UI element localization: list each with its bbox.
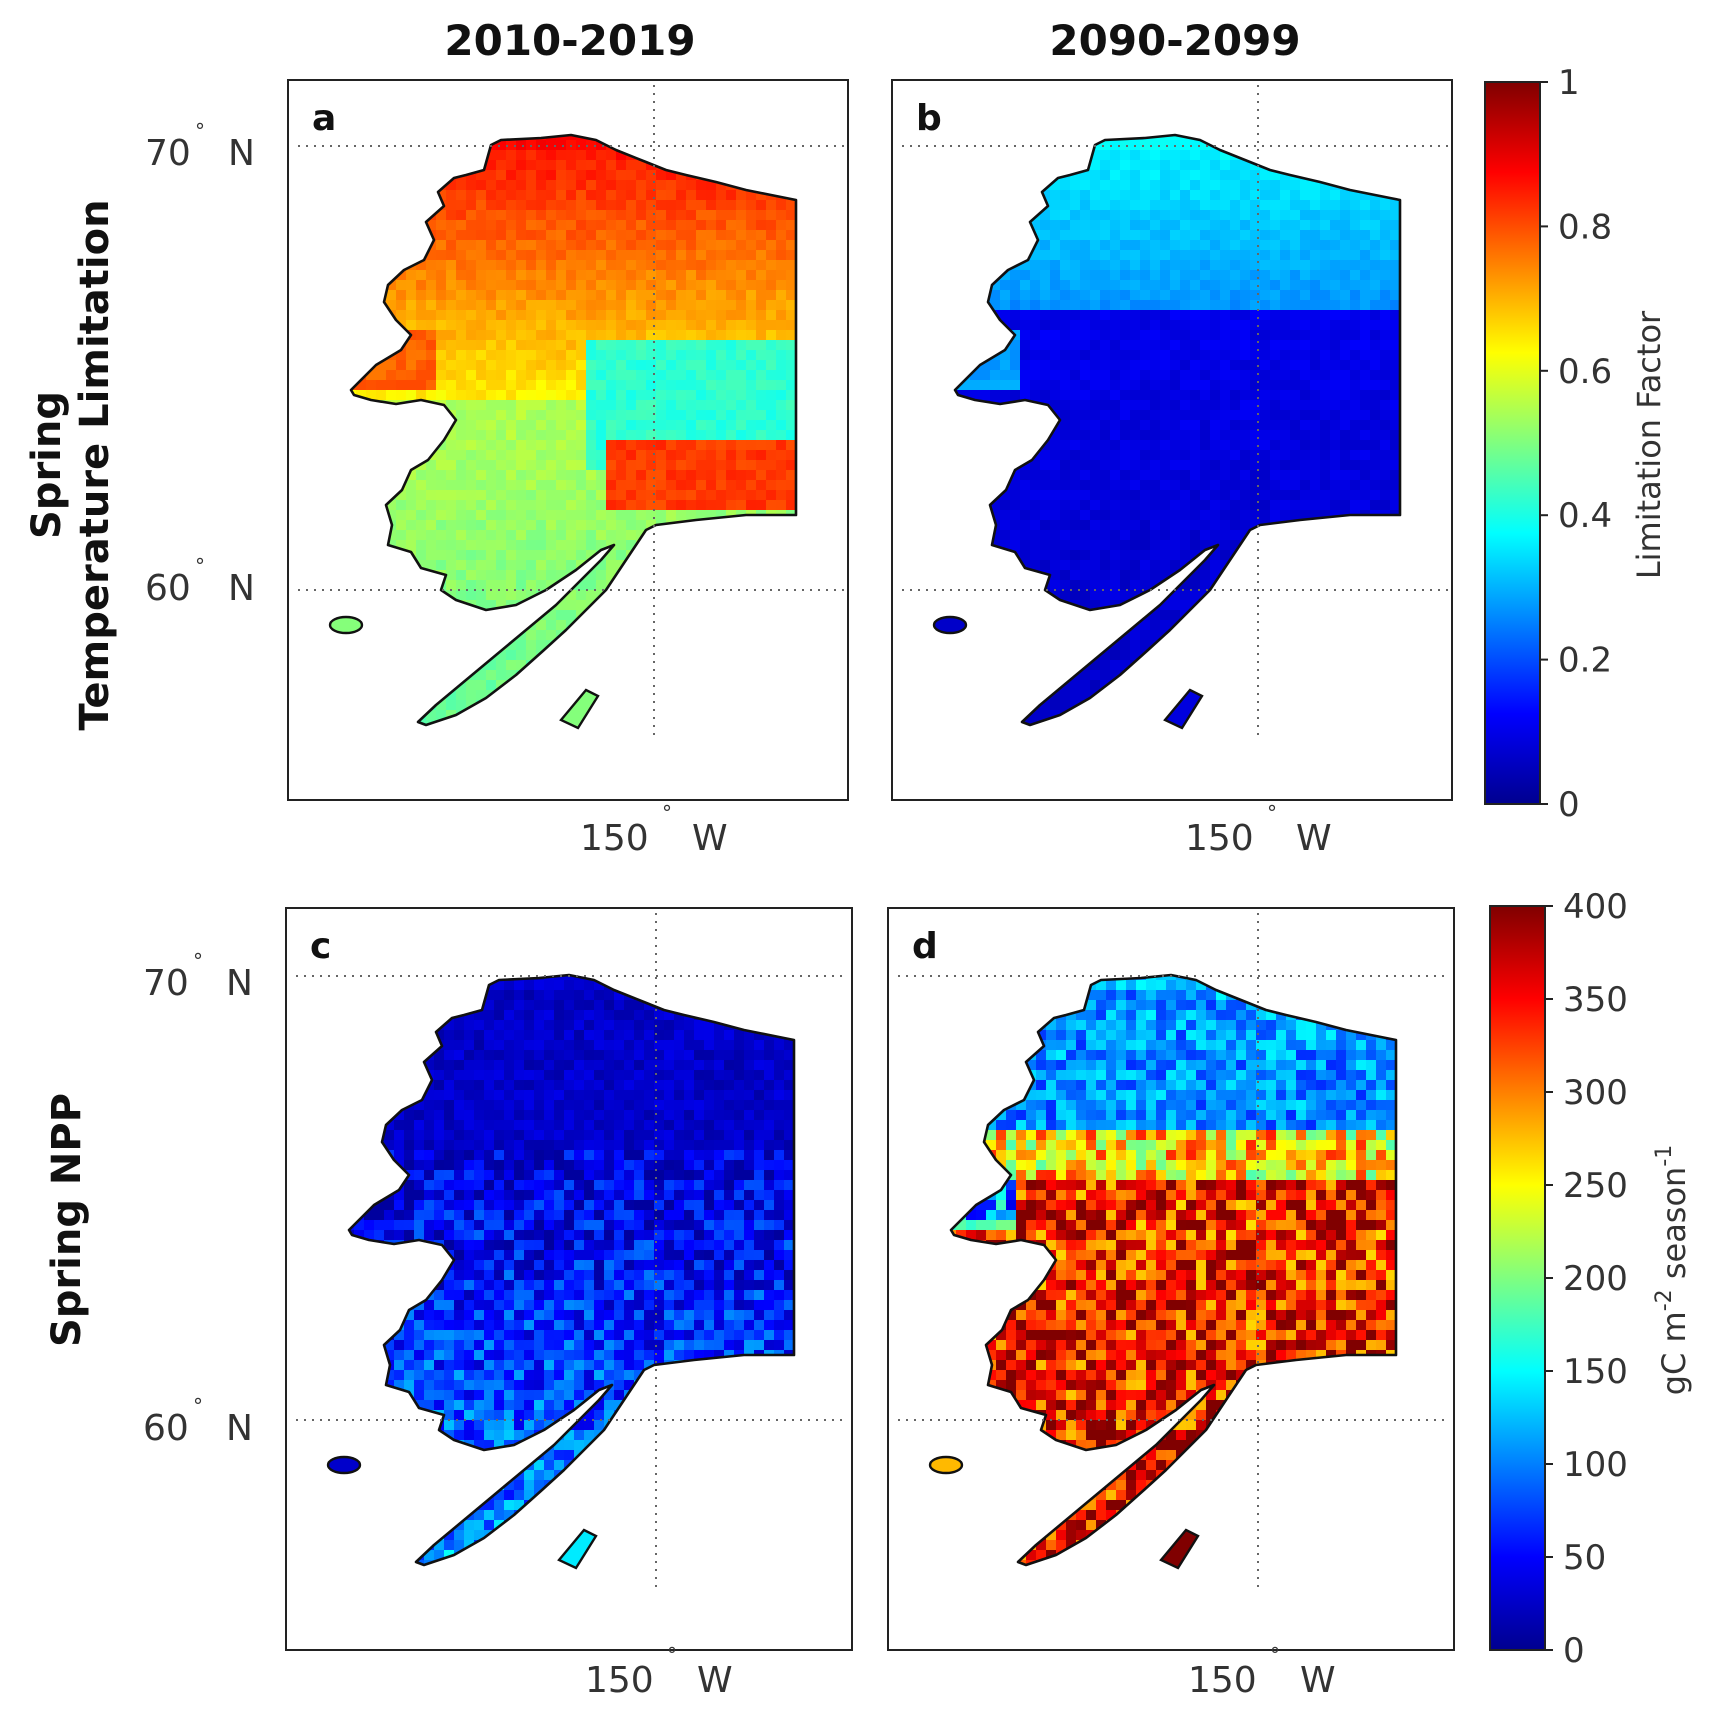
island bbox=[928, 1455, 964, 1475]
colorbar-limitation: 0 0.2 0.4 0.6 0.8 1 Limitation Factor bbox=[1484, 63, 1668, 825]
lon-label-a: 150 ° W bbox=[580, 801, 728, 859]
map-panel-a: a bbox=[287, 79, 849, 801]
colorbar-tick-label: 300 bbox=[1563, 1073, 1628, 1113]
colorbar-tick-label: 1 bbox=[1558, 63, 1580, 103]
colorbar-tick-label: 0.2 bbox=[1558, 641, 1612, 681]
colorbar-limitation-gradient bbox=[1484, 81, 1541, 805]
colorbar-tick-label: 50 bbox=[1563, 1538, 1606, 1578]
map-panel-d: d bbox=[887, 907, 1455, 1651]
colorbar-tick-label: 250 bbox=[1563, 1166, 1628, 1206]
panel-label: b bbox=[916, 98, 942, 139]
column-title-left: 2010-2019 bbox=[444, 16, 695, 65]
raster-field bbox=[351, 135, 796, 725]
lat-label-70-top: 70 ° N bbox=[145, 119, 255, 174]
colorbar-tick-label: 400 bbox=[1563, 887, 1628, 927]
column-title-right: 2090-2099 bbox=[1049, 16, 1300, 65]
panel-label: d bbox=[912, 926, 938, 967]
map-frame bbox=[287, 79, 849, 801]
map-frame bbox=[285, 907, 853, 1651]
island bbox=[326, 1455, 362, 1475]
map-panel-c: c bbox=[285, 907, 853, 1651]
colorbar-tick-label: 350 bbox=[1563, 980, 1628, 1020]
colorbar-tick-label: 0 bbox=[1558, 785, 1580, 825]
lon-label-b: 150 ° W bbox=[1185, 801, 1332, 859]
svg-text:Spring: Spring bbox=[24, 391, 70, 539]
lat-label-60-bottom: 60 ° N bbox=[143, 1394, 253, 1449]
colorbar-tick-label: 150 bbox=[1563, 1352, 1628, 1392]
colorbar-npp-label: gC m-2 season-1 bbox=[1652, 1145, 1693, 1396]
colorbar-npp: 0 50 100 150 200 250 300 350 400 gC m-2 season-1 bbox=[1489, 887, 1693, 1671]
island bbox=[328, 615, 364, 635]
row-title-bottom: Spring NPP bbox=[44, 1093, 90, 1347]
kodiak-island bbox=[1159, 1528, 1200, 1570]
lon-label-d: 150 ° W bbox=[1188, 1643, 1336, 1701]
lat-label-60-top: 60 ° N bbox=[145, 554, 255, 609]
colorbar-tick-label: 0.8 bbox=[1558, 207, 1612, 247]
svg-text:Temperature Limitation: Temperature Limitation bbox=[72, 199, 118, 730]
colorbar-tick-label: 0.6 bbox=[1558, 352, 1612, 392]
raster-field bbox=[951, 975, 1396, 1565]
kodiak-island bbox=[1163, 688, 1204, 730]
raster-field bbox=[349, 975, 794, 1565]
lon-label-c: 150 ° W bbox=[585, 1643, 733, 1701]
map-panel-b: b bbox=[891, 79, 1453, 801]
colorbar-tick-label: 200 bbox=[1563, 1259, 1628, 1299]
row-title-top: Spring Temperature Limitation bbox=[24, 199, 118, 730]
colorbar-limitation-label: Limitation Factor bbox=[1630, 310, 1668, 579]
raster-field bbox=[955, 135, 1400, 725]
map-frame bbox=[887, 907, 1455, 1651]
map-frame bbox=[891, 79, 1453, 801]
colorbar-tick-label: 0 bbox=[1563, 1631, 1585, 1671]
colorbar-npp-gradient bbox=[1489, 905, 1546, 1651]
island bbox=[932, 615, 968, 635]
lat-label-70-bottom: 70 ° N bbox=[143, 949, 253, 1004]
colorbar-tick-label: 0.4 bbox=[1558, 496, 1612, 536]
kodiak-island bbox=[557, 1528, 598, 1570]
panel-label: a bbox=[312, 98, 336, 139]
svg-text:Spring NPP: Spring NPP bbox=[44, 1093, 90, 1347]
panel-label: c bbox=[310, 926, 331, 967]
colorbar-tick-label: 100 bbox=[1563, 1445, 1628, 1485]
kodiak-island bbox=[559, 688, 600, 730]
